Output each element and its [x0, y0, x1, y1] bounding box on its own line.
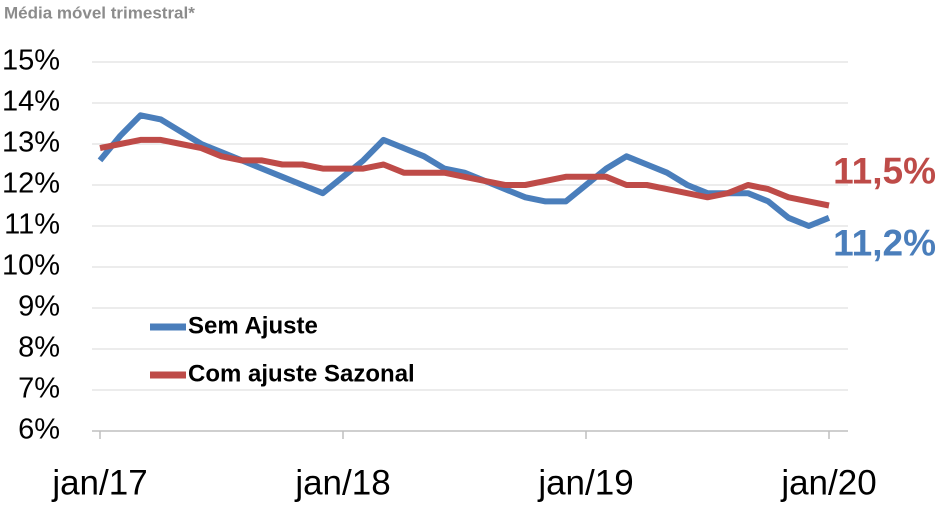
y-tick-label: 6%: [18, 414, 60, 446]
x-tick-label: jan/19: [537, 463, 633, 502]
y-tick-label: 8%: [18, 332, 60, 364]
y-tick-label: 14%: [2, 86, 60, 118]
legend-label: Com ajuste Sazonal: [188, 360, 415, 387]
x-tick-label: jan/20: [780, 463, 876, 502]
series-line: [99, 136, 830, 209]
y-tick-label: 11%: [4, 209, 60, 241]
y-tick-label: 7%: [18, 373, 60, 405]
y-tick-label: 15%: [2, 45, 60, 77]
series-line: [97, 112, 831, 229]
y-tick-label: 10%: [2, 250, 60, 282]
end-label: 11,2%: [833, 223, 936, 264]
y-tick-label: 13%: [2, 127, 60, 159]
x-tick-label: jan/18: [294, 463, 390, 502]
end-label: 11,5%: [833, 150, 936, 191]
x-tick-label: jan/17: [51, 463, 147, 502]
chart-subtitle: Média móvel trimestral*: [4, 3, 195, 22]
legend-label: Sem Ajuste: [188, 312, 318, 339]
y-tick-label: 12%: [2, 168, 60, 200]
y-tick-label: 9%: [18, 291, 60, 323]
